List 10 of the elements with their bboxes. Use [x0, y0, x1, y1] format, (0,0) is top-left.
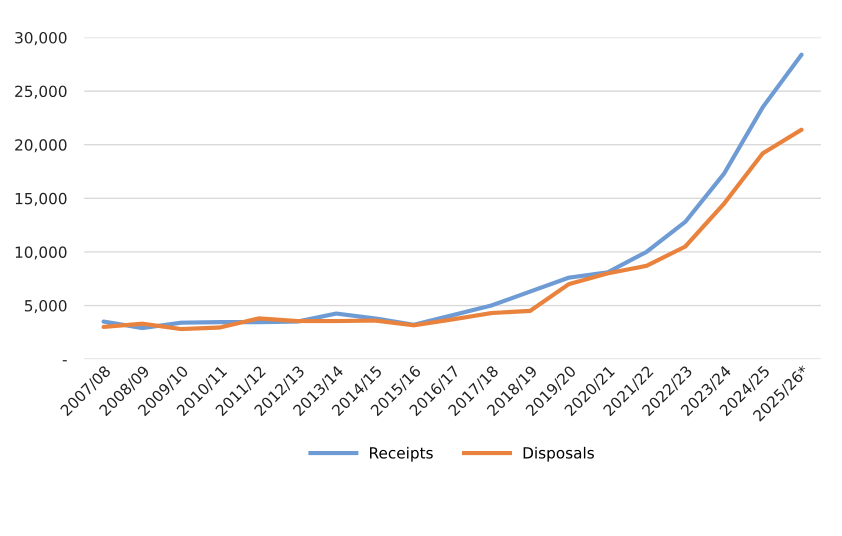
- y-tick-label: 30,000: [15, 32, 67, 46]
- y-tick-label: 10,000: [16, 246, 67, 260]
- legend-label: Disposals: [524, 446, 594, 462]
- y-tick-label: 5,000: [24, 300, 67, 314]
- y-tick-label: 20,000: [15, 139, 67, 152]
- line-series: [102, 128, 804, 332]
- y-tick-label: -: [62, 360, 67, 362]
- legend-label: Receipts: [370, 446, 433, 462]
- y-tick-label: 25,000: [15, 86, 67, 99]
- y-tick-label: 15,000: [16, 192, 67, 206]
